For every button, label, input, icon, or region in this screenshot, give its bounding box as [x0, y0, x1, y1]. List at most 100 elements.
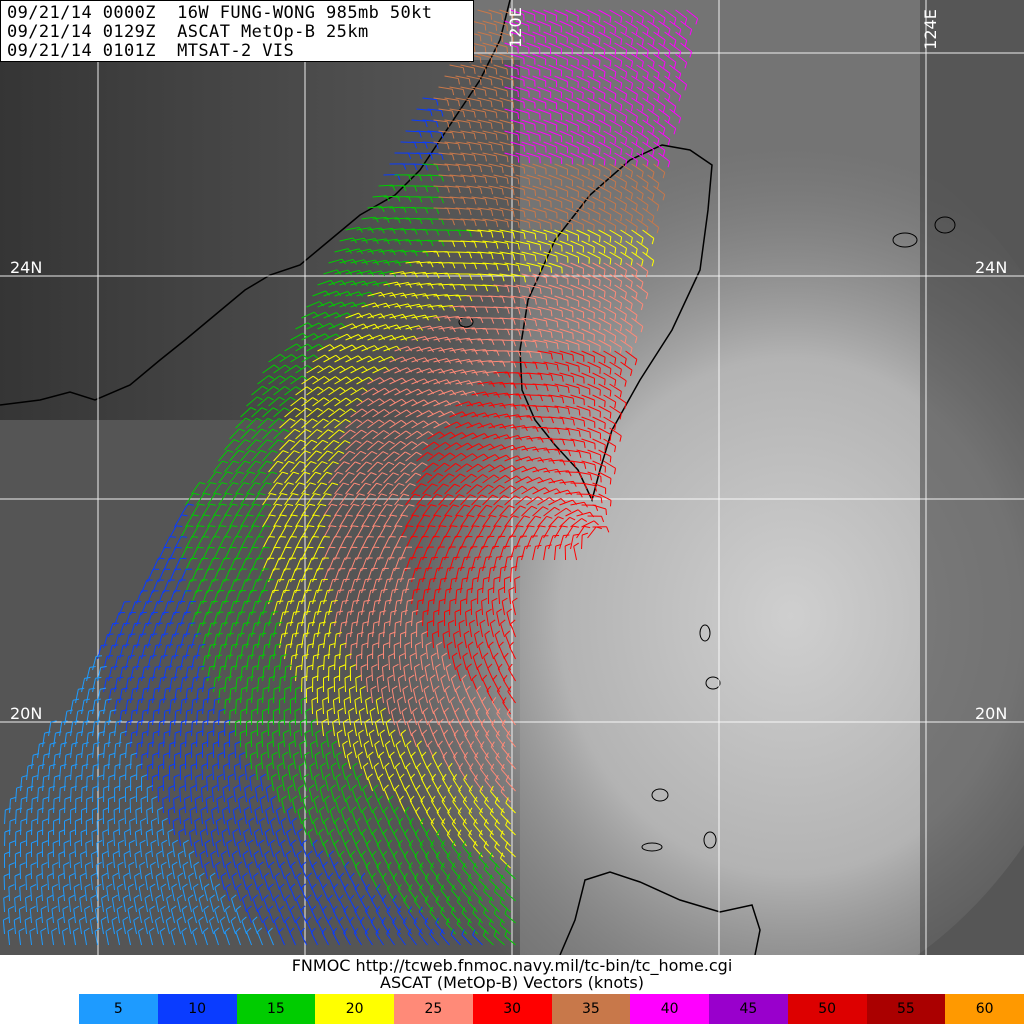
wind-barb — [603, 416, 616, 425]
wind-barb — [313, 777, 319, 792]
wind-barb-flag — [609, 500, 612, 507]
wind-barb-flag — [302, 332, 308, 338]
wind-barb-flag — [436, 229, 440, 236]
wind-barb-flag — [402, 335, 408, 341]
wind-barb-flag — [476, 484, 483, 488]
wind-barb-flag — [573, 542, 579, 547]
wind-barb-flag — [180, 763, 187, 767]
wind-barb-flag — [387, 674, 394, 679]
wind-barb — [598, 449, 612, 457]
wind-barb — [416, 108, 431, 111]
wind-barb-flag — [463, 198, 466, 205]
wind-barb — [411, 314, 426, 319]
wind-barb-flag — [412, 420, 418, 425]
wind-barb-flag — [76, 774, 83, 778]
wind-barb — [669, 86, 681, 96]
wind-barb — [70, 766, 73, 781]
wind-barb — [460, 453, 473, 462]
wind-barb — [471, 433, 485, 440]
wind-barb — [341, 766, 347, 781]
wind-barb — [273, 601, 278, 616]
wind-barb — [570, 174, 584, 182]
wind-barb-flag — [545, 320, 548, 327]
wind-barb — [570, 262, 584, 269]
wind-barb — [504, 152, 519, 158]
wind-barb-flag — [212, 763, 219, 767]
wind-barb-flag — [521, 485, 528, 490]
wind-barb — [427, 473, 439, 484]
wind-barb — [183, 799, 187, 814]
wind-barb-flag — [512, 167, 515, 174]
wind-barb — [499, 444, 513, 451]
wind-barb-flag — [468, 401, 474, 407]
wind-barb-flag — [53, 796, 60, 800]
wind-barb-flag — [395, 388, 401, 393]
wind-barb — [559, 20, 573, 28]
wind-barb-flag — [614, 93, 617, 100]
wind-barb-flag — [306, 386, 313, 391]
wind-barb — [455, 185, 470, 189]
wind-barb — [317, 645, 320, 660]
wind-barb-flag — [535, 426, 539, 432]
wind-barb-flag — [370, 685, 377, 690]
wind-barb-flag — [279, 375, 286, 380]
wind-barb — [587, 141, 601, 149]
wind-barb-flag — [567, 343, 570, 350]
wind-barb — [502, 679, 511, 693]
wind-barb — [422, 611, 424, 627]
wind-barb-flag — [374, 323, 380, 330]
wind-barb — [510, 97, 525, 103]
wind-barb-flag — [286, 806, 293, 811]
wind-barb — [449, 108, 464, 112]
wind-barb-flag — [310, 461, 317, 465]
wind-barb — [548, 372, 563, 377]
wind-barb-flag — [381, 472, 388, 476]
wind-barb-flag — [346, 773, 352, 778]
wind-barb-flag — [528, 330, 532, 337]
wind-barb-flag — [161, 654, 168, 657]
wind-barb — [499, 295, 514, 299]
wind-barb-flag — [539, 309, 542, 316]
wind-barb-flag — [495, 752, 500, 759]
wind-barb-flag — [447, 493, 454, 497]
wind-barb-flag — [348, 707, 355, 712]
wind-barb — [537, 130, 551, 137]
wind-barb — [325, 755, 330, 770]
wind-barb — [340, 788, 347, 803]
wind-barb-flag — [573, 533, 580, 536]
wind-barb-flag — [193, 676, 200, 679]
wind-barb-flag — [603, 159, 606, 166]
wind-barb-flag — [466, 463, 473, 468]
wind-barb-flag — [415, 806, 420, 813]
wind-barb-flag — [474, 220, 477, 227]
wind-barb — [434, 689, 440, 704]
wind-barb-flag — [512, 275, 516, 282]
wind-barb — [323, 397, 336, 407]
wind-barb-flag — [651, 216, 655, 223]
wind-barb-flag — [459, 740, 464, 747]
wind-barb-flag — [603, 137, 606, 144]
wind-barb — [573, 546, 578, 561]
wind-barb-flag — [294, 428, 301, 433]
wind-barb — [323, 525, 331, 539]
wind-barb-flag — [110, 709, 117, 712]
wind-barb-flag — [475, 504, 482, 508]
wind-barb — [163, 689, 167, 704]
wind-barb — [548, 394, 563, 398]
wind-barb — [194, 799, 198, 814]
wind-barb — [565, 251, 579, 258]
wind-barb-flag — [452, 176, 455, 183]
wind-barb — [371, 666, 374, 682]
wind-barb-flag — [347, 312, 353, 318]
wind-barb-flag — [43, 774, 50, 778]
wind-barb — [581, 460, 596, 466]
wind-barb — [471, 327, 486, 330]
wind-barb — [454, 611, 457, 627]
wind-barb-flag — [120, 752, 127, 756]
wind-barb — [614, 306, 627, 315]
wind-barb-flag — [550, 310, 553, 317]
wind-barb — [350, 644, 352, 660]
wind-barb-flag — [289, 719, 296, 723]
wind-barb-flag — [282, 751, 289, 756]
wind-barb-flag — [308, 784, 315, 789]
